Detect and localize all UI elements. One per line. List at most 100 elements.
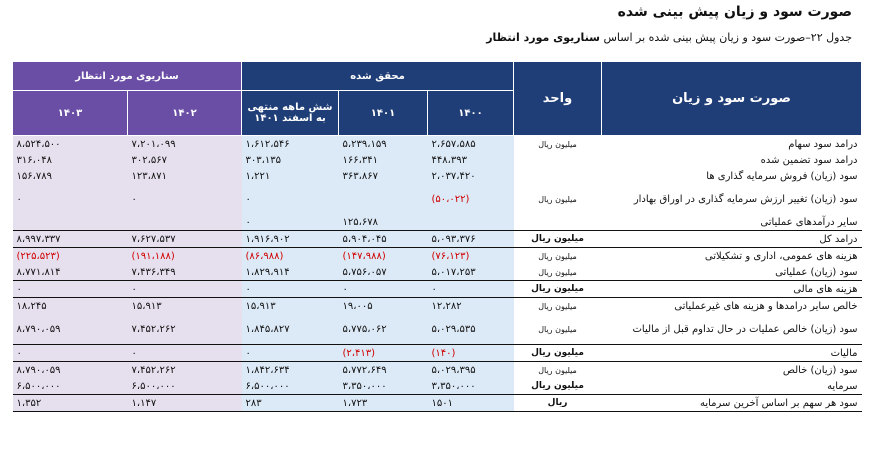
header-actual: محقق شده	[241, 61, 515, 91]
cell-1401: ۰	[338, 280, 428, 298]
cell-1402: ۷،۴۵۲،۲۶۲	[127, 361, 242, 378]
cell-1402: (۱۹۱،۱۸۸)	[127, 247, 242, 264]
cell-1402: ۷،۴۵۲،۲۶۲	[127, 314, 242, 345]
row-unit: میلیون ریال	[538, 139, 577, 149]
cell-1402: ۷،۴۳۶،۳۴۹	[127, 264, 242, 281]
cell-1403: (۲۲۵،۵۲۳)	[12, 247, 128, 264]
row-unit	[514, 168, 602, 184]
row-unit: ریال	[513, 394, 602, 412]
cell-1402: ۳۰۲،۵۶۷	[127, 152, 242, 168]
cell-1401: ۱۹،۰۰۵	[338, 297, 428, 314]
table-row: سود (زیان) تغییر ارزش سرمایه گذاری در او…	[12, 184, 862, 214]
cell-1403: ۱،۳۵۲	[12, 394, 128, 412]
cell-six-month: ۱،۶۱۲،۵۴۶	[241, 135, 339, 152]
table-row: خالص سایر درامدها و هزینه های غیرعملیاتی…	[12, 297, 862, 314]
row-unit: میلیون ریال	[513, 264, 602, 281]
row-unit: میلیون ریال	[538, 301, 577, 311]
cell-1402: ۶،۵۰۰،۰۰۰	[127, 378, 242, 395]
row-unit: میلیون ریال	[513, 344, 602, 362]
cell-1403: ۱۸،۲۴۵	[12, 297, 128, 314]
cell-six-month: ۲۸۳	[241, 394, 339, 412]
cell-six-month: ۱،۸۴۲،۶۳۴	[241, 361, 339, 378]
row-label: سود (زیان) خالص عملیات در حال تداوم قبل …	[601, 314, 862, 345]
cell-six-month: ۱،۹۱۶،۹۰۲	[241, 230, 339, 248]
cell-1403: ۸،۷۷۱،۸۱۴	[12, 264, 128, 281]
header-year-1403: ۱۴۰۳	[11, 90, 129, 136]
row-unit: میلیون ریال	[538, 194, 577, 204]
cell-1403: ۶،۵۰۰،۰۰۰	[12, 378, 128, 395]
cell-six-month: ۰	[241, 280, 339, 298]
row-unit: میلیون ریال	[538, 365, 577, 375]
cell-six-month: ۱،۲۲۱	[241, 168, 339, 184]
cell-1400	[427, 214, 514, 231]
row-unit: میلیون ریال	[513, 378, 602, 395]
table-row: درامد کل میلیون ریال ۵،۰۹۳،۳۷۶ ۵،۹۰۴،۰۴۵…	[12, 230, 862, 248]
cell-1401: ۵،۷۷۲،۶۴۹	[338, 361, 428, 378]
cell-1401: ۵،۷۷۵،۰۶۲	[338, 314, 428, 345]
cell-1400: ۱۵۰۱	[427, 394, 514, 412]
row-label: هزینه های مالی	[601, 280, 862, 298]
cell-1403: ۸،۵۲۴،۵۰۰	[12, 135, 128, 152]
cell-1401: (۲،۴۱۳)	[338, 344, 428, 362]
row-label: سرمایه	[601, 378, 862, 395]
table-row: هزینه های عمومی، اداری و تشکیلاتی میلیون…	[12, 247, 862, 264]
cell-six-month: ۱،۸۴۵،۸۲۷	[241, 314, 339, 345]
row-unit: میلیون ریال	[513, 230, 602, 248]
cell-1401: ۵،۲۳۹،۱۵۹	[338, 135, 428, 152]
cell-1402: ۱۵،۹۱۳	[127, 297, 242, 314]
cell-1403: ۱۵۶،۷۸۹	[12, 168, 128, 184]
cell-six-month: ۶،۵۰۰،۰۰۰	[241, 378, 339, 395]
row-unit: میلیون ریال	[513, 314, 602, 345]
header-year-1401: ۱۴۰۱	[338, 90, 429, 136]
table-row: سود هر سهم بر اساس آخرین سرمایه ریال ۱۵۰…	[12, 394, 862, 412]
cell-1403	[12, 214, 128, 231]
cell-six-month: ۱۵،۹۱۳	[241, 297, 339, 314]
cell-1400: ۵،۰۹۳،۳۷۶	[427, 230, 514, 248]
cell-six-month: ۳۰۳،۱۳۵	[241, 152, 339, 168]
cell-1400: ۳،۳۵۰،۰۰۰	[427, 378, 514, 395]
cell-1401: ۱۲۵،۶۷۸	[338, 214, 428, 231]
cell-1402	[127, 214, 242, 231]
caption-scenario: سناریوی مورد انتظار	[486, 31, 600, 44]
table-row: سایر درآمدهای عملیاتی ۱۲۵،۶۷۸ ۰	[12, 214, 862, 231]
row-label: سود هر سهم بر اساس آخرین سرمایه	[601, 394, 862, 412]
row-label: سود (زیان) خالص	[782, 364, 858, 376]
cell-1400: (۷۶،۱۲۳)	[427, 247, 514, 264]
cell-six-month: ۱،۸۲۹،۹۱۴	[241, 264, 339, 281]
row-label: درامد کل	[601, 230, 862, 248]
cell-1402: ۱،۱۴۷	[127, 394, 242, 412]
row-unit	[514, 152, 602, 168]
cell-1400: (۱۴۰)	[427, 344, 514, 362]
cell-1401: ۳،۳۵۰،۰۰۰	[338, 378, 428, 395]
table-row: درامد سود سهام میلیون ریال ۲،۶۵۷،۵۸۵ ۵،۲…	[12, 135, 862, 152]
cell-1400: ۵،۰۱۷،۲۵۳	[427, 264, 514, 281]
header-statement: صورت سود و زیان	[601, 61, 863, 136]
cell-1402: ۱۲۳،۸۷۱	[127, 168, 242, 184]
cell-1401	[338, 184, 428, 214]
row-label: مالیات	[601, 344, 862, 362]
table-caption: جدول ۲۲–صورت سود و زیان پیش بینی شده بر …	[486, 31, 852, 44]
cell-six-month: (۸۶،۹۸۸)	[241, 247, 339, 264]
table-row: سود (زیان) خالص میلیون ریال ۵،۰۲۹،۳۹۵ ۵،…	[12, 361, 862, 378]
row-label: هزینه های عمومی، اداری و تشکیلاتی	[704, 250, 858, 262]
cell-1400: ۲،۰۳۷،۴۲۰	[427, 168, 514, 184]
page-title: صورت سود و زیان پیش بینی شده	[617, 4, 852, 20]
cell-1402: ۰	[127, 280, 242, 298]
row-label: سایر درآمدهای عملیاتی	[601, 214, 862, 231]
cell-1403: ۰	[12, 184, 128, 214]
caption-text: جدول ۲۲–صورت سود و زیان پیش بینی شده بر …	[600, 31, 852, 44]
row-label: درامد سود تضمین شده	[760, 154, 858, 166]
row-label: سود (زیان) عملیاتی	[601, 264, 862, 281]
table-row: مالیات میلیون ریال (۱۴۰) (۲،۴۱۳) ۰ ۰ ۰	[12, 344, 862, 362]
income-statement-table: صورت سود و زیان واحد محقق شده سناریوی مو…	[11, 61, 863, 412]
cell-1402: ۷،۲۰۱،۰۹۹	[127, 135, 242, 152]
header-scenario: سناریوی مورد انتظار	[11, 61, 243, 91]
cell-1400: ۵،۰۲۹،۵۳۵	[427, 314, 514, 345]
table-row: سود (زیان) عملیاتی میلیون ریال ۵،۰۱۷،۲۵۳…	[12, 264, 862, 281]
cell-1402: ۰	[127, 184, 242, 214]
row-label: سود (زیان) فروش سرمایه گذاری ها	[706, 170, 858, 182]
cell-1402: ۰	[127, 344, 242, 362]
table-row: هزینه های مالی میلیون ریال ۰ ۰ ۰ ۰ ۰	[12, 280, 862, 298]
cell-1403: ۸،۷۹۰،۰۵۹	[12, 314, 128, 345]
header-year-1402: ۱۴۰۲	[127, 90, 243, 136]
